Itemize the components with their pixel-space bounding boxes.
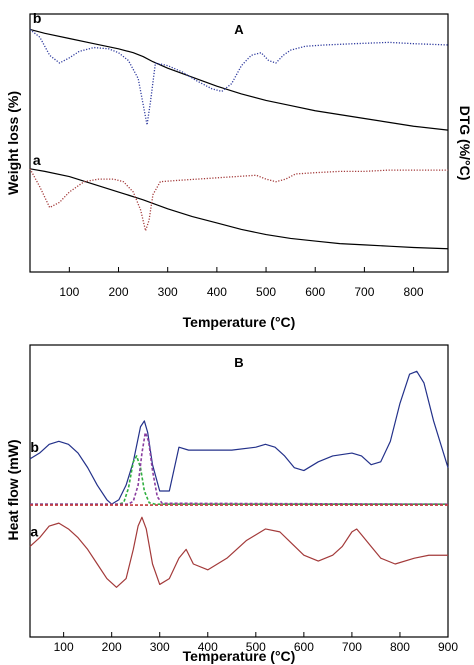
x-tick-label-a-100: 100 bbox=[59, 285, 79, 299]
plot-frame-a bbox=[29, 13, 449, 273]
panel-b: B Temperature (°C) Heat flow (mW) 100 200… bbox=[5, 344, 458, 664]
curves-b bbox=[29, 370, 449, 588]
x-tick-label-b-800: 800 bbox=[390, 640, 410, 654]
x-ticks-b: 100 200 300 400 500 600 700 800 900 bbox=[54, 632, 458, 654]
curve-label-a-a: a bbox=[33, 152, 41, 168]
curve-label-b-b: b bbox=[30, 439, 39, 455]
panel-title-b: B bbox=[234, 355, 243, 370]
x-tick-label-b-300: 300 bbox=[150, 640, 170, 654]
x-axis-title-a: Temperature (°C) bbox=[183, 314, 296, 330]
curves-a bbox=[29, 28, 449, 250]
series-line-a-0 bbox=[29, 28, 449, 131]
series-line-b-0 bbox=[29, 370, 449, 505]
series-line-b-4 bbox=[29, 516, 448, 588]
x-tick-label-a-300: 300 bbox=[158, 285, 178, 299]
series-line-b-1 bbox=[30, 455, 448, 505]
x-tick-label-b-700: 700 bbox=[342, 640, 362, 654]
x-tick-label-a-600: 600 bbox=[305, 285, 325, 299]
x-tick-label-a-200: 200 bbox=[109, 285, 129, 299]
x-tick-label-a-500: 500 bbox=[256, 285, 276, 299]
curve-labels-a: ba bbox=[33, 10, 42, 168]
series-line-a-2 bbox=[29, 168, 449, 250]
x-tick-label-b-900: 900 bbox=[438, 640, 458, 654]
x-tick-label-a-800: 800 bbox=[404, 285, 424, 299]
x-ticks-a: 100 200 300 400 500 600 700 800 bbox=[59, 267, 424, 299]
curve-labels-b: ba bbox=[30, 439, 39, 540]
series-line-a-1 bbox=[29, 28, 449, 126]
panel-title-a: A bbox=[234, 22, 244, 37]
x-tick-label-b-600: 600 bbox=[294, 640, 314, 654]
plot-frame-b bbox=[29, 344, 449, 638]
y-axis-title-left-a: Weight loss (%) bbox=[5, 91, 21, 195]
x-tick-label-b-500: 500 bbox=[246, 640, 266, 654]
series-line-a-3 bbox=[29, 168, 448, 232]
x-tick-label-b-200: 200 bbox=[102, 640, 122, 654]
y-axis-title-right-a: DTG (%/°C) bbox=[457, 106, 473, 181]
curve-label-b-a: a bbox=[30, 524, 38, 540]
x-tick-label-a-400: 400 bbox=[207, 285, 227, 299]
curve-label-a-b: b bbox=[33, 10, 42, 26]
panel-a: A Temperature (°C) Weight loss (%) DTG (… bbox=[5, 10, 473, 330]
x-tick-label-b-100: 100 bbox=[54, 640, 74, 654]
x-tick-label-a-700: 700 bbox=[354, 285, 374, 299]
series-line-b-2 bbox=[30, 431, 449, 505]
x-axis-title-b: Temperature (°C) bbox=[183, 648, 296, 664]
x-tick-label-b-400: 400 bbox=[198, 640, 218, 654]
y-axis-title-b: Heat flow (mW) bbox=[5, 439, 21, 540]
